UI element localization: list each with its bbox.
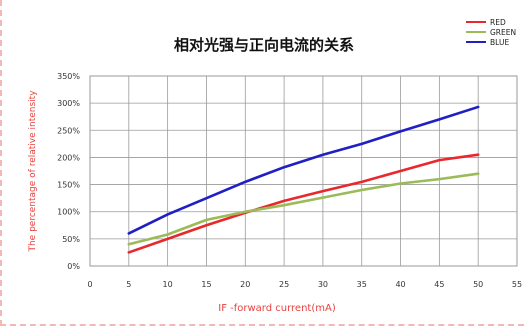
series-line-blue bbox=[127, 105, 480, 235]
plot-area bbox=[89, 75, 518, 267]
series-line-green bbox=[127, 172, 480, 246]
x-tick-label: 5 bbox=[126, 280, 131, 289]
x-tick-label: 0 bbox=[87, 280, 92, 289]
y-tick-label: 200% bbox=[57, 153, 80, 162]
legend-label-blue: BLUE bbox=[490, 38, 509, 47]
y-tick-label: 350% bbox=[57, 72, 80, 81]
y-tick-label: 300% bbox=[57, 99, 80, 108]
y-tick-label: 50% bbox=[62, 235, 80, 244]
x-axis-label: IF -forward current(mA) bbox=[218, 303, 336, 314]
x-tick-label: 10 bbox=[163, 280, 173, 289]
x-tick-label: 45 bbox=[434, 280, 444, 289]
series-line-red bbox=[127, 153, 480, 254]
y-tick-label: 100% bbox=[57, 208, 80, 217]
x-tick-label: 55 bbox=[512, 280, 522, 289]
x-tick-label: 35 bbox=[357, 280, 367, 289]
y-tick-label: 250% bbox=[57, 126, 80, 135]
legend-label-green: GREEN bbox=[490, 28, 516, 37]
y-axis-ticks: 0% 50% 100% 150% 200% 250% 300% 350% bbox=[57, 72, 80, 271]
y-tick-label: 0% bbox=[67, 262, 80, 271]
x-tick-label: 40 bbox=[395, 280, 405, 289]
x-tick-label: 20 bbox=[240, 280, 250, 289]
chart-title: 相对光强与正向电流的关系 bbox=[174, 36, 354, 54]
y-axis-label: The percentage of relative intensity bbox=[28, 90, 38, 253]
legend-label-red: RED bbox=[490, 18, 506, 27]
x-axis-ticks: 0 5 10 15 20 25 30 35 40 45 50 55 bbox=[87, 280, 522, 289]
x-tick-label: 30 bbox=[318, 280, 328, 289]
x-tick-label: 25 bbox=[279, 280, 289, 289]
series-lines bbox=[127, 105, 480, 254]
y-tick-label: 150% bbox=[57, 181, 80, 190]
x-tick-label: 15 bbox=[201, 280, 211, 289]
x-tick-label: 50 bbox=[473, 280, 483, 289]
